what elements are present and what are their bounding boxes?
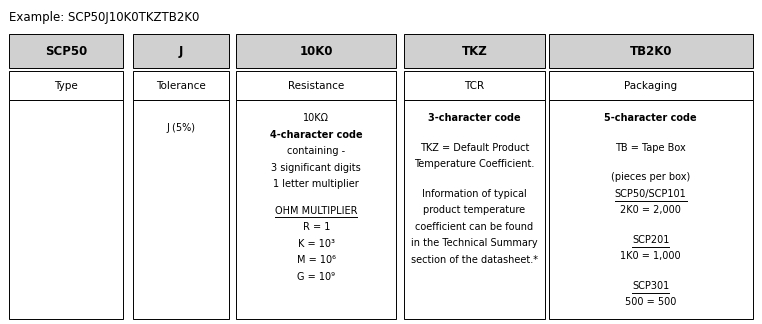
Text: containing -: containing - bbox=[287, 146, 345, 156]
Text: M = 10⁶: M = 10⁶ bbox=[296, 255, 336, 265]
Text: OHM MULTIPLIER: OHM MULTIPLIER bbox=[275, 206, 357, 216]
Text: SCP50: SCP50 bbox=[45, 44, 88, 58]
Bar bbox=[549, 71, 753, 100]
Bar bbox=[404, 71, 545, 100]
Bar bbox=[133, 71, 229, 100]
Text: 1K0 = 1,000: 1K0 = 1,000 bbox=[620, 251, 681, 261]
Text: TKZ: TKZ bbox=[462, 44, 487, 58]
Bar bbox=[404, 34, 545, 68]
Bar bbox=[133, 34, 229, 68]
Bar bbox=[236, 100, 396, 319]
Text: Information of typical: Information of typical bbox=[422, 189, 527, 199]
Bar bbox=[9, 71, 123, 100]
Text: 1 letter multiplier: 1 letter multiplier bbox=[274, 179, 359, 190]
Text: 3 significant digits: 3 significant digits bbox=[271, 163, 361, 173]
Bar bbox=[549, 100, 753, 319]
Text: (pieces per box): (pieces per box) bbox=[611, 172, 690, 182]
Text: Type: Type bbox=[54, 81, 78, 91]
Text: TB2K0: TB2K0 bbox=[629, 44, 672, 58]
Text: J: J bbox=[179, 44, 183, 58]
Bar bbox=[404, 100, 545, 319]
Text: SCP201: SCP201 bbox=[632, 235, 670, 245]
Bar bbox=[133, 100, 229, 319]
Text: Temperature Coefficient.: Temperature Coefficient. bbox=[415, 159, 534, 169]
Text: R = 1: R = 1 bbox=[303, 222, 330, 232]
Text: 2K0 = 2,000: 2K0 = 2,000 bbox=[620, 205, 681, 215]
Text: 4-character code: 4-character code bbox=[270, 130, 363, 140]
Text: 500 = 500: 500 = 500 bbox=[625, 297, 677, 307]
Text: SCP50/SCP101: SCP50/SCP101 bbox=[615, 189, 687, 199]
Text: section of the datasheet.*: section of the datasheet.* bbox=[411, 255, 538, 265]
Bar bbox=[236, 71, 396, 100]
Text: J (5%): J (5%) bbox=[166, 123, 196, 133]
Bar bbox=[9, 34, 123, 68]
Text: K = 10³: K = 10³ bbox=[298, 239, 335, 249]
Text: Tolerance: Tolerance bbox=[156, 81, 206, 91]
Text: 5-character code: 5-character code bbox=[604, 113, 697, 123]
Text: TCR: TCR bbox=[464, 81, 485, 91]
Text: Packaging: Packaging bbox=[624, 81, 677, 91]
Text: Example: SCP50J10K0TKZTB2K0: Example: SCP50J10K0TKZTB2K0 bbox=[9, 11, 200, 24]
Text: 3-character code: 3-character code bbox=[428, 113, 520, 123]
Text: TB = Tape Box: TB = Tape Box bbox=[616, 143, 686, 153]
Bar bbox=[9, 100, 123, 319]
Bar bbox=[549, 34, 753, 68]
Text: Resistance: Resistance bbox=[288, 81, 344, 91]
Text: in the Technical Summary: in the Technical Summary bbox=[411, 238, 538, 249]
Text: G = 10⁹: G = 10⁹ bbox=[297, 272, 335, 282]
Text: TKZ = Default Product: TKZ = Default Product bbox=[420, 143, 529, 153]
Bar bbox=[236, 34, 396, 68]
Text: coefficient can be found: coefficient can be found bbox=[415, 222, 533, 232]
Text: SCP301: SCP301 bbox=[632, 281, 669, 291]
Text: product temperature: product temperature bbox=[423, 205, 526, 215]
Text: 10K0: 10K0 bbox=[299, 44, 333, 58]
Text: 10KΩ: 10KΩ bbox=[303, 113, 329, 123]
